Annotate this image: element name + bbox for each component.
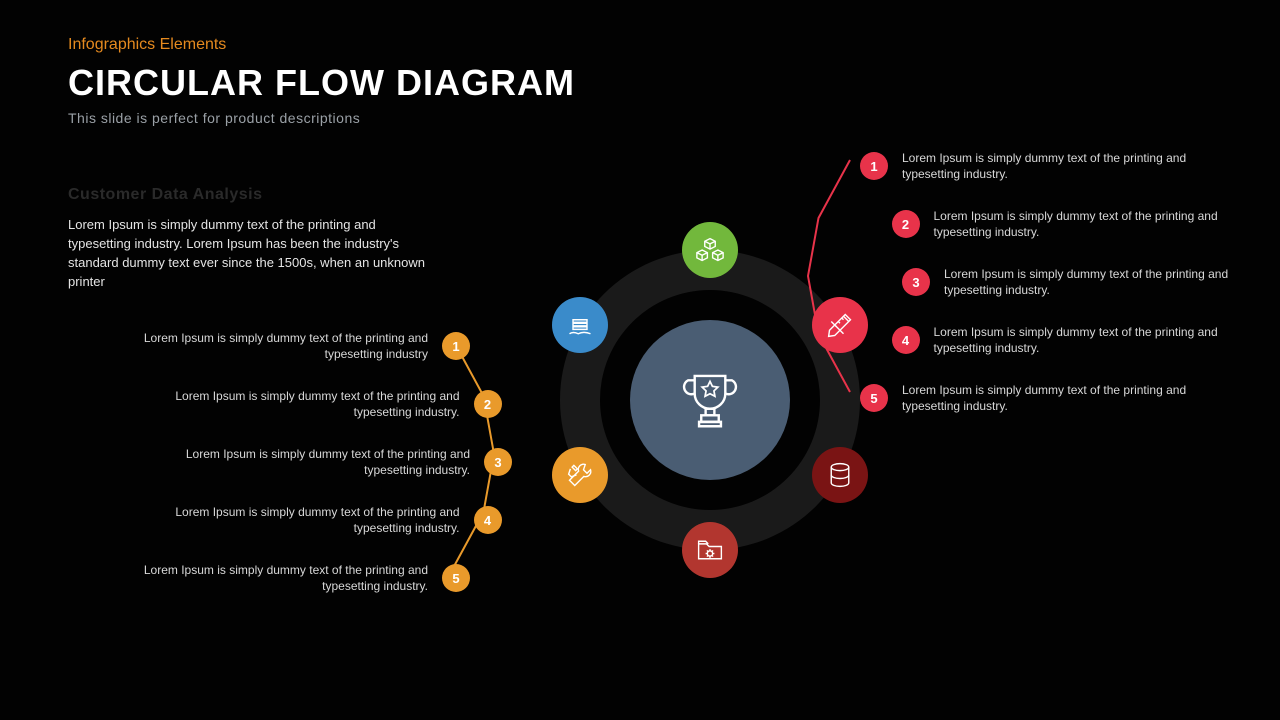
list-number-dot: 1 [860, 152, 888, 180]
database-icon [826, 461, 854, 489]
node-care [552, 297, 608, 353]
node-tools [552, 447, 608, 503]
node-design [812, 297, 868, 353]
section-paragraph: Lorem Ipsum is simply dummy text of the … [68, 216, 438, 291]
page-subtitle: This slide is perfect for product descri… [68, 110, 360, 126]
left-list-row: 5 Lorem Ipsum is simply dummy text of the… [118, 562, 470, 594]
node-folder [682, 522, 738, 578]
node-database [812, 447, 868, 503]
folder-gear-icon [696, 536, 724, 564]
page-title: CIRCULAR FLOW DIAGRAM [68, 62, 575, 104]
list-number-dot: 2 [892, 210, 920, 238]
list-number-dot: 3 [902, 268, 930, 296]
list-number-dot: 2 [474, 390, 502, 418]
diagram-core [630, 320, 790, 480]
right-list-row: 3 Lorem Ipsum is simply dummy text of the… [902, 266, 1254, 298]
ruler-pencil-icon [826, 311, 854, 339]
list-item-text: Lorem Ipsum is simply dummy text of the … [150, 504, 460, 536]
list-item-text: Lorem Ipsum is simply dummy text of the … [150, 388, 460, 420]
list-number-dot: 5 [442, 564, 470, 592]
list-item-text: Lorem Ipsum is simply dummy text of the … [902, 382, 1212, 414]
list-item-text: Lorem Ipsum is simply dummy text of the … [934, 208, 1244, 240]
right-list-row: 5 Lorem Ipsum is simply dummy text of the… [860, 382, 1212, 414]
trophy-star-icon [675, 365, 745, 435]
circular-diagram [520, 210, 900, 590]
list-number-dot: 5 [860, 384, 888, 412]
wrench-screwdriver-icon [566, 461, 594, 489]
cubes-icon [696, 236, 724, 264]
left-list-row: 2 Lorem Ipsum is simply dummy text of the… [150, 388, 502, 420]
list-item-text: Lorem Ipsum is simply dummy text of the … [902, 150, 1212, 182]
page-label: Infographics Elements [68, 36, 226, 54]
left-list-row: 3 Lorem Ipsum is simply dummy text of the… [160, 446, 512, 478]
list-number-dot: 4 [474, 506, 502, 534]
right-list-row: 2 Lorem Ipsum is simply dummy text of the… [892, 208, 1244, 240]
left-list-row: 4 Lorem Ipsum is simply dummy text of the… [150, 504, 502, 536]
list-item-text: Lorem Ipsum is simply dummy text of the … [934, 324, 1244, 356]
list-number-dot: 3 [484, 448, 512, 476]
list-item-text: Lorem Ipsum is simply dummy text of the … [944, 266, 1254, 298]
list-item-text: Lorem Ipsum is simply dummy text of the … [160, 446, 470, 478]
right-list-row: 4 Lorem Ipsum is simply dummy text of the… [892, 324, 1244, 356]
node-cubes [682, 222, 738, 278]
hands-stack-icon [566, 311, 594, 339]
right-list-row: 1 Lorem Ipsum is simply dummy text of the… [860, 150, 1212, 182]
list-item-text: Lorem Ipsum is simply dummy text of the … [118, 562, 428, 594]
section-heading: Customer Data Analysis [68, 186, 262, 204]
list-number-dot: 1 [442, 332, 470, 360]
list-number-dot: 4 [892, 326, 920, 354]
left-list-row: 1 Lorem Ipsum is simply dummy text of the… [118, 330, 470, 362]
list-item-text: Lorem Ipsum is simply dummy text of the … [118, 330, 428, 362]
